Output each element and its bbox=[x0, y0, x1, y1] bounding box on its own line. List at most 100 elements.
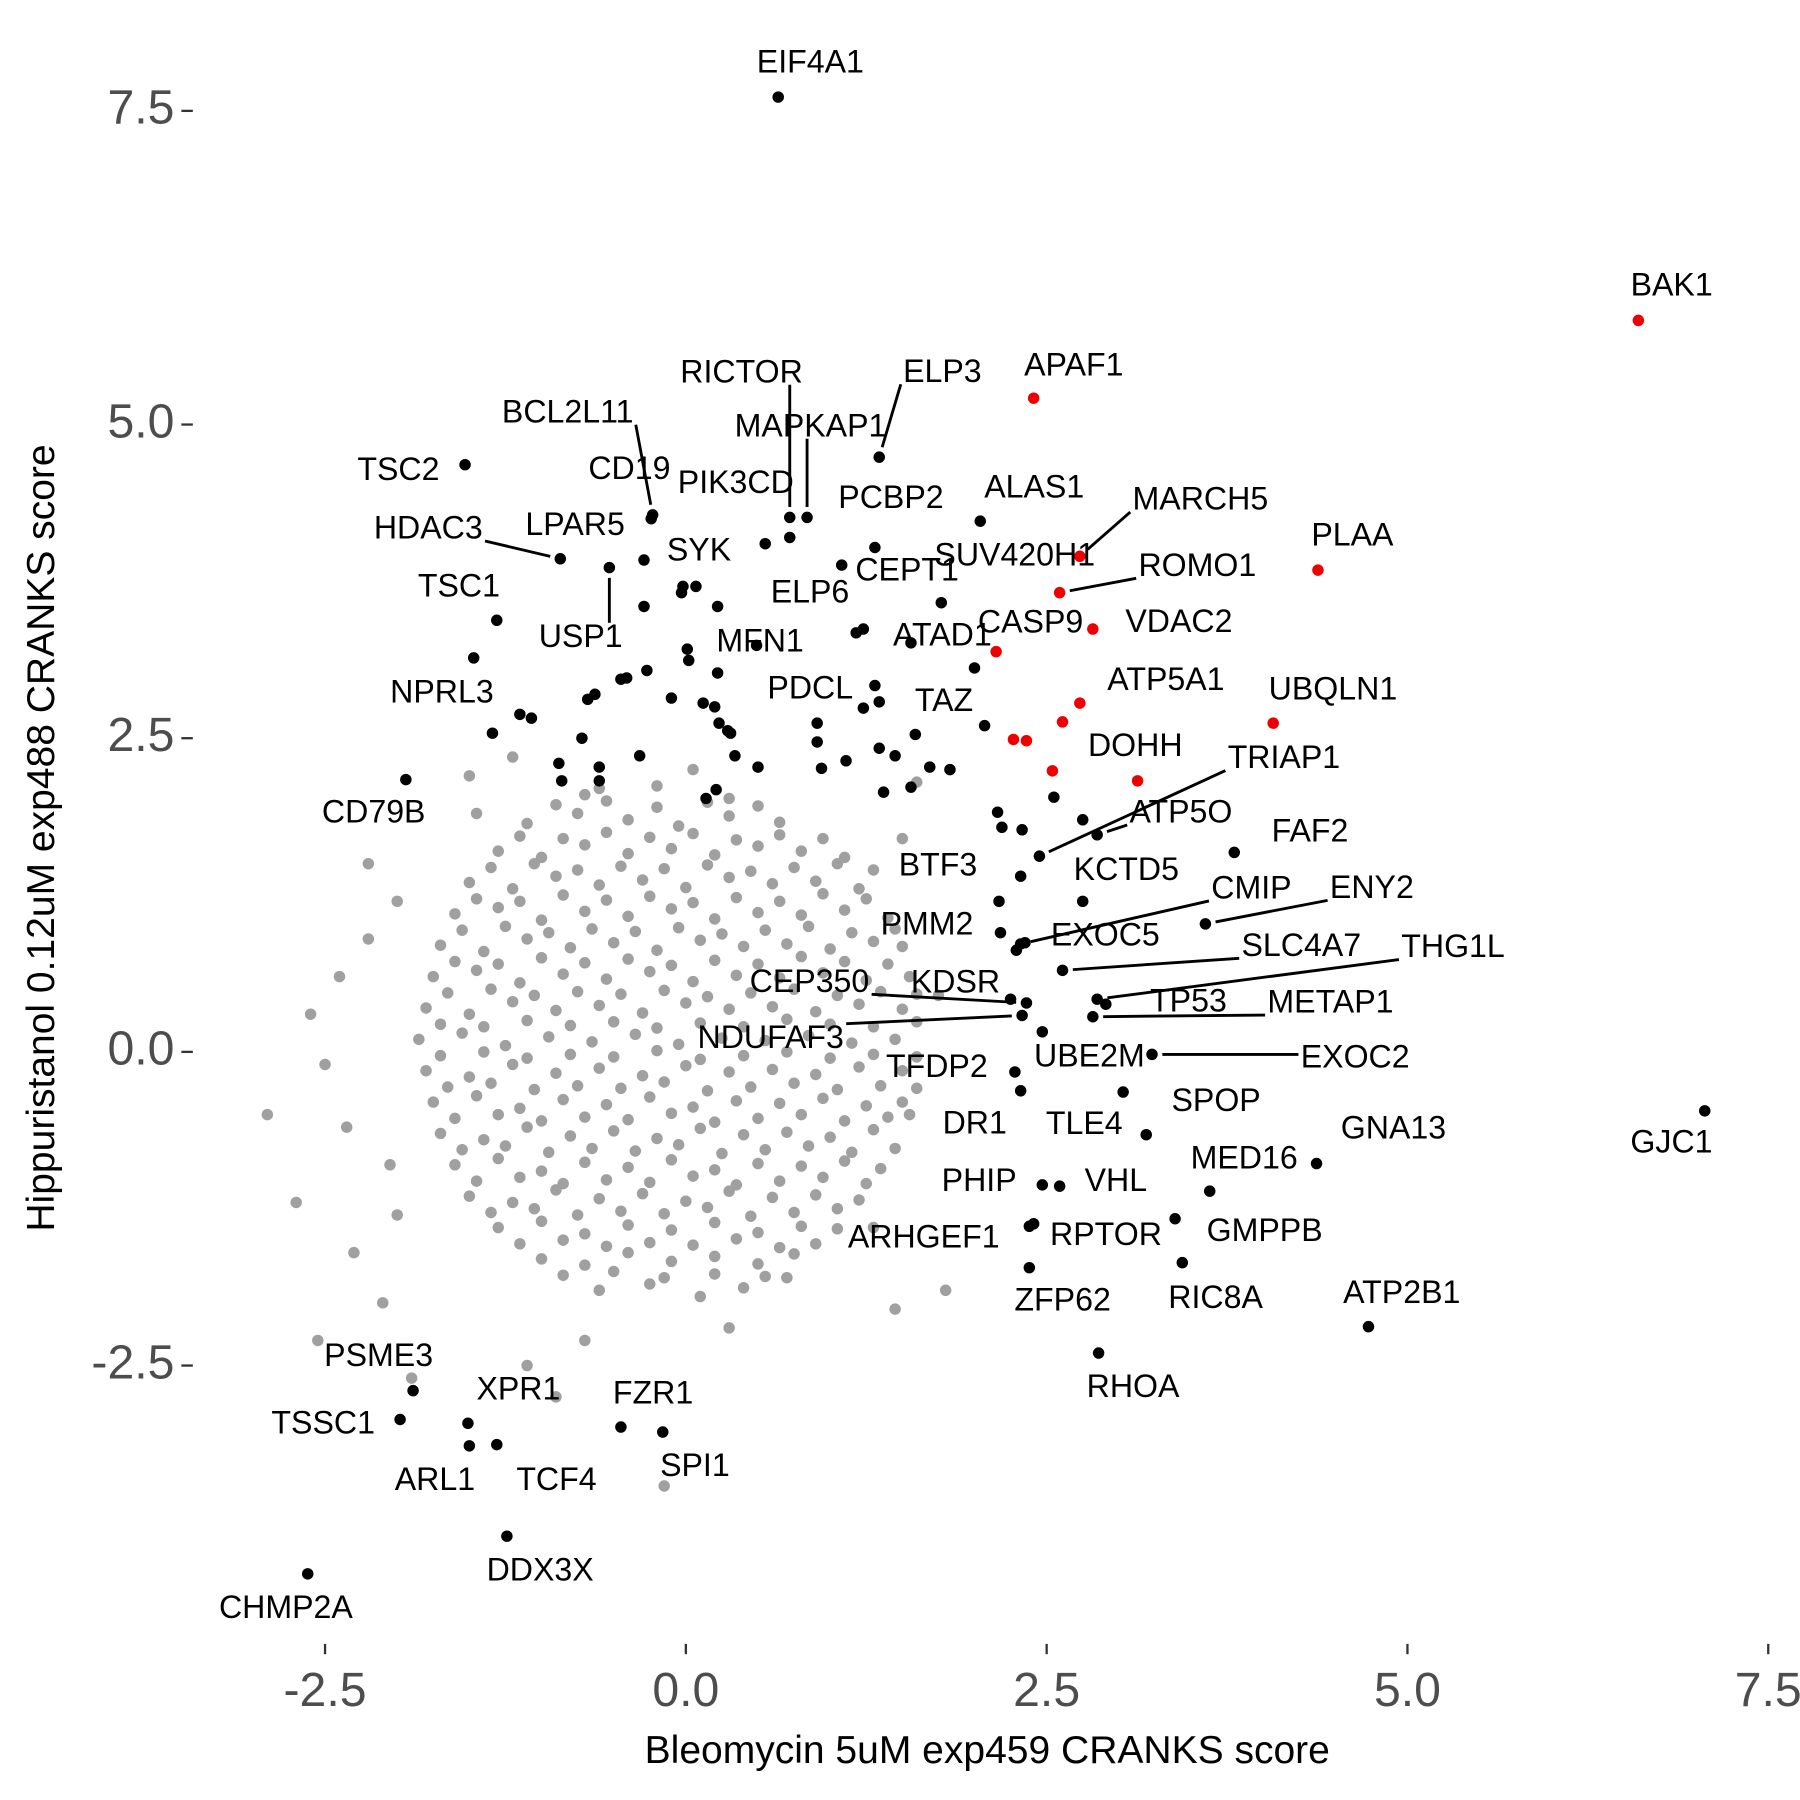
point-label: PSME3 bbox=[324, 1337, 433, 1373]
point bbox=[557, 1269, 569, 1281]
point bbox=[730, 1179, 743, 1191]
point bbox=[838, 1155, 851, 1167]
point bbox=[651, 1022, 663, 1034]
point bbox=[571, 985, 584, 998]
point-label: MARCH5 bbox=[1133, 481, 1269, 517]
point bbox=[716, 1032, 728, 1044]
point bbox=[694, 1017, 707, 1029]
point bbox=[815, 762, 828, 775]
point bbox=[550, 798, 562, 811]
point-label: PIK3CD bbox=[678, 464, 794, 500]
point bbox=[600, 795, 613, 807]
point bbox=[557, 832, 569, 845]
point bbox=[312, 1334, 324, 1347]
point bbox=[788, 1077, 800, 1089]
point bbox=[889, 750, 901, 762]
point bbox=[759, 1034, 771, 1047]
point bbox=[593, 761, 605, 773]
point bbox=[1027, 392, 1040, 404]
point bbox=[506, 1058, 519, 1071]
point bbox=[485, 1077, 497, 1089]
point bbox=[1228, 846, 1241, 859]
point bbox=[434, 1018, 447, 1031]
point bbox=[579, 1111, 591, 1123]
point bbox=[869, 541, 881, 554]
point bbox=[665, 1255, 678, 1268]
point-label: NDUFAF3 bbox=[698, 1019, 844, 1055]
point-label: ALAS1 bbox=[984, 468, 1084, 504]
point bbox=[542, 926, 555, 939]
point-label: ENY2 bbox=[1330, 869, 1414, 905]
point bbox=[636, 874, 649, 886]
point bbox=[579, 905, 591, 918]
point-label: VDAC2 bbox=[1125, 603, 1232, 639]
point bbox=[665, 903, 678, 915]
point bbox=[1140, 1128, 1152, 1141]
point bbox=[723, 810, 735, 822]
point bbox=[824, 1018, 836, 1031]
point-label: ATAD1 bbox=[893, 616, 992, 652]
point bbox=[773, 1097, 786, 1110]
point bbox=[514, 1171, 526, 1184]
point bbox=[542, 1146, 555, 1158]
point bbox=[996, 821, 1008, 834]
point-label: TP53 bbox=[1150, 983, 1227, 1019]
point-label: GMPPB bbox=[1207, 1212, 1323, 1248]
point bbox=[911, 1082, 923, 1095]
point-label: PCBP2 bbox=[838, 479, 943, 515]
point bbox=[622, 1246, 634, 1259]
point bbox=[1169, 1213, 1181, 1225]
y-tick-label: -2.5 bbox=[91, 1335, 174, 1389]
point bbox=[730, 1233, 743, 1245]
point bbox=[745, 1081, 757, 1093]
point bbox=[708, 1116, 721, 1128]
point bbox=[377, 1297, 389, 1309]
point bbox=[459, 458, 471, 471]
point bbox=[645, 512, 657, 525]
point bbox=[485, 983, 497, 995]
point bbox=[641, 664, 653, 677]
point bbox=[724, 727, 737, 739]
point bbox=[1199, 918, 1212, 930]
point bbox=[882, 1111, 894, 1123]
point bbox=[889, 1303, 901, 1315]
point bbox=[873, 742, 885, 754]
point bbox=[638, 554, 650, 566]
point bbox=[456, 924, 468, 936]
point-label: TSC1 bbox=[418, 568, 500, 604]
point bbox=[687, 896, 699, 909]
point bbox=[680, 1195, 692, 1207]
point bbox=[1076, 814, 1089, 826]
leader-line bbox=[880, 383, 903, 448]
point bbox=[434, 1127, 447, 1140]
point bbox=[593, 775, 605, 787]
point bbox=[846, 1146, 858, 1158]
point bbox=[687, 1239, 699, 1251]
point bbox=[514, 1238, 526, 1250]
point bbox=[420, 1002, 432, 1014]
point bbox=[1033, 850, 1046, 862]
point bbox=[405, 1372, 418, 1384]
point bbox=[607, 1016, 620, 1028]
point-label: DOHH bbox=[1088, 727, 1183, 763]
point bbox=[759, 1270, 771, 1283]
point bbox=[615, 988, 627, 1000]
point bbox=[492, 1108, 504, 1121]
point bbox=[1087, 1011, 1099, 1023]
leader-line bbox=[1072, 956, 1240, 972]
point bbox=[867, 1123, 880, 1136]
point bbox=[889, 1142, 901, 1155]
point-label: THG1L bbox=[1401, 928, 1505, 964]
point bbox=[750, 639, 763, 652]
point bbox=[795, 1160, 808, 1172]
point bbox=[773, 1175, 786, 1187]
point bbox=[470, 893, 483, 905]
y-tick-label: 0.0 bbox=[107, 1022, 174, 1076]
point bbox=[730, 834, 743, 846]
point bbox=[579, 1334, 591, 1347]
point bbox=[579, 1259, 591, 1271]
point bbox=[391, 1209, 403, 1221]
point bbox=[752, 761, 764, 773]
point bbox=[593, 1284, 605, 1297]
point bbox=[773, 816, 786, 829]
